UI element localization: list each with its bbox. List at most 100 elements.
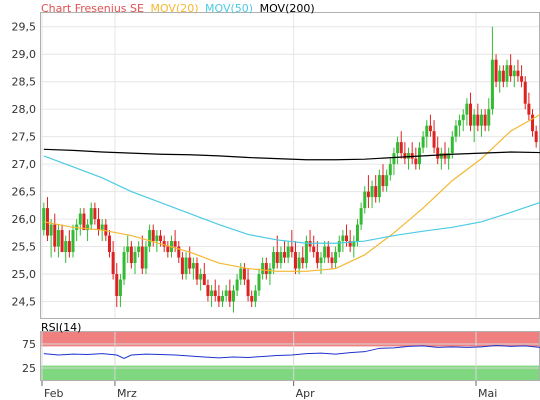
candle (304, 235, 308, 269)
candle (381, 164, 385, 192)
candle (67, 230, 71, 258)
candle (476, 103, 480, 132)
candle (425, 120, 429, 148)
candle-body (439, 153, 443, 159)
candle (221, 290, 225, 308)
candle-body (71, 230, 75, 253)
candle-body (261, 263, 265, 275)
candle-body (111, 252, 115, 275)
candle (45, 197, 49, 242)
candle-body (224, 290, 228, 297)
candle-body (505, 65, 509, 82)
candle (82, 208, 86, 231)
candle-body (144, 246, 148, 269)
candle-body (86, 224, 90, 231)
candle-body (312, 246, 316, 253)
candle-body (396, 142, 400, 154)
candle (228, 279, 232, 308)
candle-body (436, 147, 440, 159)
candle-body (447, 153, 451, 159)
candle-body (534, 131, 538, 143)
candle (246, 268, 250, 302)
rsi-y-axis: 25 75 (22, 338, 36, 375)
candle (505, 59, 509, 88)
candle-body (337, 241, 341, 253)
candle (122, 246, 126, 286)
candle-body (527, 103, 531, 115)
candle (264, 257, 268, 280)
candle-body (257, 274, 261, 291)
mov50-line (43, 155, 540, 244)
candle-body (428, 125, 432, 132)
candle-body (330, 257, 334, 264)
candle (89, 202, 93, 231)
candle-body (352, 241, 356, 247)
candle (206, 279, 210, 302)
y-tick-label: 27,5 (12, 131, 37, 144)
candle-body (177, 246, 181, 258)
candle (447, 147, 451, 170)
candle (385, 169, 389, 192)
candle-body (509, 65, 513, 77)
candle-body (162, 241, 166, 247)
candle (177, 241, 181, 264)
y-tick-label: 26,5 (12, 186, 37, 199)
candle-body (498, 70, 502, 82)
candle-body (472, 114, 476, 126)
candle (407, 147, 411, 170)
candle (396, 136, 400, 165)
candle (432, 120, 436, 154)
candle (49, 219, 53, 258)
legend-mov20: MOV(20) (150, 2, 198, 15)
candle-body (304, 241, 308, 264)
candle-body (217, 296, 221, 302)
candle (399, 131, 403, 159)
candle-body (231, 290, 235, 302)
candle-body (454, 125, 458, 137)
candle (454, 120, 458, 143)
candle-body (64, 241, 68, 253)
candle (523, 76, 527, 110)
candle (217, 285, 221, 308)
candle-body (100, 224, 104, 231)
candle-body (159, 235, 163, 242)
candle-body (272, 252, 276, 269)
candle (414, 147, 418, 170)
candle (293, 241, 297, 275)
rsi-oversold-band (41, 365, 539, 380)
candle-body (250, 296, 254, 302)
candle-body (450, 136, 454, 154)
candle (323, 241, 327, 264)
candle (469, 92, 473, 132)
candle-body (56, 230, 60, 247)
candle (97, 208, 101, 236)
candle (104, 219, 108, 242)
x-tick-label: Mai (478, 387, 497, 400)
candle-body (49, 224, 53, 236)
candle (140, 235, 144, 275)
candle-body (512, 70, 516, 77)
candle-body (359, 208, 363, 225)
candle (352, 235, 356, 258)
candle-body (494, 59, 498, 82)
candle-body (403, 153, 407, 159)
candle (472, 109, 476, 143)
candle-body (315, 252, 319, 264)
candle (107, 230, 111, 258)
candle (213, 279, 217, 302)
candle-body (239, 268, 243, 280)
candle (86, 219, 90, 242)
candle (461, 109, 465, 132)
candle-body (206, 285, 210, 297)
candle (501, 65, 505, 88)
candle (494, 54, 498, 88)
candle-body (60, 230, 64, 253)
candle (520, 65, 524, 88)
y-tick-label: 25,5 (12, 241, 37, 254)
candle (483, 109, 487, 132)
candle (188, 246, 192, 275)
candle-body (129, 246, 133, 264)
price-y-axis: 24,5 25,0 25,5 26,0 26,5 27,0 27,5 28,0 28,5 29,0… (12, 21, 37, 309)
candle-body (461, 114, 465, 121)
legend-mov200: MOV(200) (260, 2, 315, 15)
